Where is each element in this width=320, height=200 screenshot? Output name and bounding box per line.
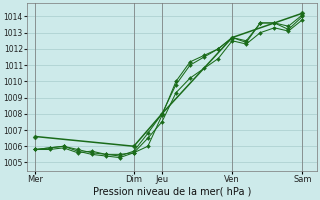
X-axis label: Pression niveau de la mer( hPa ): Pression niveau de la mer( hPa ) [92, 187, 251, 197]
